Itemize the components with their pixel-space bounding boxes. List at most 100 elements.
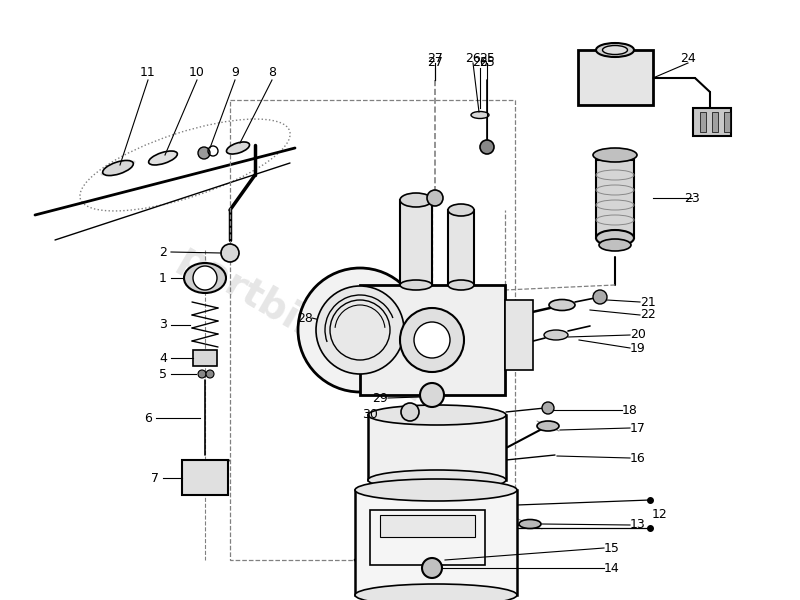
Ellipse shape [519, 520, 541, 529]
Text: 17: 17 [630, 421, 646, 434]
Bar [700, 112, 706, 132]
Ellipse shape [448, 280, 474, 290]
Ellipse shape [544, 330, 568, 340]
Ellipse shape [368, 405, 506, 425]
Circle shape [193, 266, 217, 290]
Bar [360, 285, 505, 395]
Bar [368, 415, 506, 480]
Text: 2: 2 [159, 245, 167, 259]
Text: 27: 27 [427, 52, 443, 64]
Circle shape [316, 286, 404, 374]
Ellipse shape [355, 479, 517, 501]
Polygon shape [418, 332, 434, 348]
Text: 18: 18 [622, 403, 638, 416]
Text: 20: 20 [630, 329, 646, 341]
Circle shape [480, 140, 494, 154]
Circle shape [593, 290, 607, 304]
Ellipse shape [596, 152, 634, 168]
Text: 29: 29 [372, 391, 388, 404]
Polygon shape [422, 314, 441, 332]
Circle shape [198, 370, 206, 378]
Text: 13: 13 [630, 518, 646, 532]
Ellipse shape [149, 151, 178, 165]
Ellipse shape [596, 230, 634, 246]
Text: 8: 8 [268, 65, 276, 79]
Text: 9: 9 [231, 65, 239, 79]
Circle shape [452, 322, 488, 358]
Polygon shape [454, 373, 470, 391]
Circle shape [414, 322, 450, 358]
Text: partbikepoint: partbikepoint [171, 239, 449, 421]
Circle shape [427, 190, 443, 206]
Text: 10: 10 [189, 65, 205, 79]
Text: 26: 26 [472, 55, 488, 68]
Ellipse shape [602, 46, 627, 55]
Text: 12: 12 [652, 508, 668, 520]
Text: 26: 26 [465, 52, 481, 64]
Circle shape [420, 383, 444, 407]
Bar [448, 210, 474, 285]
Bar [193, 350, 217, 366]
Ellipse shape [471, 112, 489, 118]
Polygon shape [470, 289, 486, 307]
Text: 19: 19 [630, 341, 646, 355]
Ellipse shape [549, 299, 575, 311]
Circle shape [422, 558, 442, 578]
Bar [693, 108, 731, 136]
Polygon shape [499, 314, 518, 332]
Polygon shape [422, 348, 441, 365]
Ellipse shape [448, 204, 474, 216]
Text: 25: 25 [479, 52, 495, 64]
Ellipse shape [400, 193, 432, 207]
Text: 23: 23 [684, 191, 700, 205]
Circle shape [542, 402, 554, 414]
Ellipse shape [184, 263, 226, 293]
Bar [505, 300, 533, 370]
Text: 30: 30 [362, 409, 378, 421]
Circle shape [400, 308, 464, 372]
Ellipse shape [400, 280, 432, 290]
Ellipse shape [593, 148, 637, 162]
Text: 1: 1 [159, 271, 167, 284]
Bar [712, 112, 718, 132]
Polygon shape [454, 289, 470, 307]
Bar [380, 515, 475, 537]
Ellipse shape [355, 584, 517, 600]
Text: 21: 21 [640, 295, 656, 308]
Text: 14: 14 [604, 562, 620, 575]
Polygon shape [435, 363, 454, 383]
Polygon shape [486, 297, 505, 317]
Bar [724, 112, 730, 132]
Text: 7: 7 [151, 472, 159, 485]
Bar [230, 100, 515, 560]
Polygon shape [435, 297, 454, 317]
Bar [578, 50, 653, 105]
Text: 5: 5 [159, 367, 167, 380]
Text: 15: 15 [604, 541, 620, 554]
Text: 3: 3 [159, 319, 167, 331]
Ellipse shape [599, 239, 631, 251]
Circle shape [298, 268, 422, 392]
Ellipse shape [537, 421, 559, 431]
Text: 6: 6 [144, 412, 152, 425]
Circle shape [198, 147, 210, 159]
Bar [370, 510, 485, 565]
Polygon shape [470, 373, 486, 391]
Text: 4: 4 [159, 352, 167, 364]
Text: 16: 16 [630, 451, 646, 464]
Ellipse shape [226, 142, 250, 154]
Text: 28: 28 [297, 311, 313, 325]
Text: 27: 27 [427, 55, 443, 68]
Ellipse shape [102, 160, 134, 176]
Bar [182, 460, 228, 495]
Bar [400, 200, 432, 285]
Circle shape [401, 403, 419, 421]
Text: 22: 22 [640, 308, 656, 322]
Bar [596, 160, 634, 238]
Text: 24: 24 [680, 52, 696, 64]
Ellipse shape [368, 470, 506, 490]
Circle shape [221, 244, 239, 262]
Text: 25: 25 [479, 55, 495, 68]
Bar [355, 490, 517, 595]
Polygon shape [506, 332, 522, 348]
